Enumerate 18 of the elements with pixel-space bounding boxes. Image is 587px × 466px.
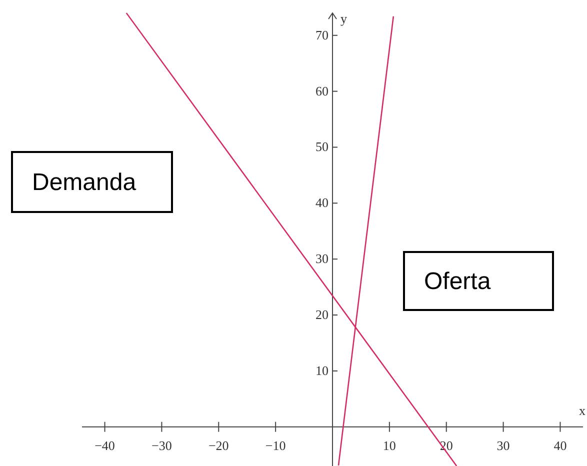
y-tick-label: 20 [316,307,328,322]
y-tick-label: 70 [316,27,328,42]
x-tick-label: −20 [208,438,229,453]
x-axis-title: x [579,402,586,418]
y-tick-label: 10 [316,362,328,378]
x-tick-label: 40 [554,438,567,453]
y-tick-label: 40 [316,195,328,210]
y-tick-label: 50 [316,139,328,154]
x-tick-label: −10 [265,438,286,453]
y-axis-title: y [340,11,348,26]
y-tick-label: 60 [316,83,328,98]
x-tick-label: 30 [496,438,510,453]
x-tick-label: −40 [94,438,115,453]
x-tick-label: −30 [152,438,172,453]
annotation: Oferta [424,268,492,295]
y-tick-label: 30 [316,251,328,266]
x-tick-label: 10 [382,438,396,453]
annotation: Demanda [32,169,137,196]
